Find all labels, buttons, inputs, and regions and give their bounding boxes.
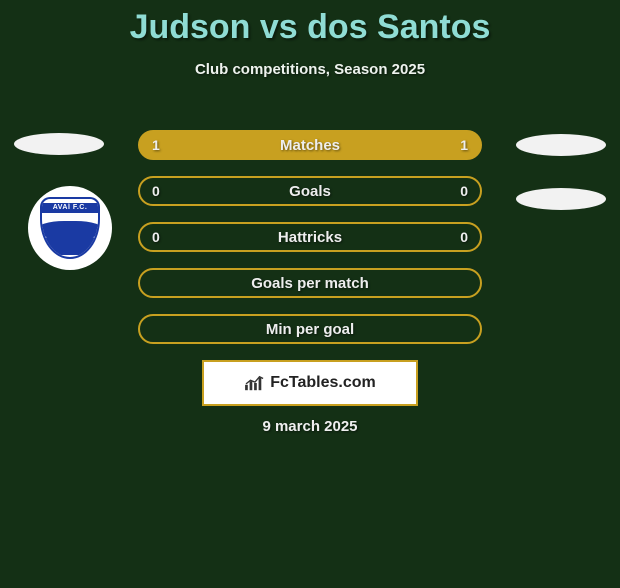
row-value-left: 0 [152,183,160,199]
club-logo-text: AVAÍ F.C. [42,203,98,213]
row-goals-per-match: Goals per match [138,268,482,298]
row-value-left: 1 [152,137,160,153]
player-right-marker-2 [516,188,606,210]
bar-chart-icon [244,374,266,392]
row-min-per-goal: Min per goal [138,314,482,344]
row-value-right: 0 [460,183,468,199]
date-label: 9 march 2025 [0,418,620,435]
player-left-marker [14,133,104,155]
row-value-right: 1 [460,137,468,153]
row-label: Min per goal [266,321,354,338]
stats-rows: 1 Matches 1 0 Goals 0 0 Hattricks 0 Goal… [138,130,482,360]
row-label: Goals [289,183,331,200]
row-matches: 1 Matches 1 [138,130,482,160]
player-right-marker-1 [516,134,606,156]
row-goals: 0 Goals 0 [138,176,482,206]
row-label: Goals per match [251,275,369,292]
page-title: Judson vs dos Santos [0,8,620,47]
row-label: Hattricks [278,229,342,246]
brand-text: FcTables.com [270,374,376,392]
row-value-right: 0 [460,229,468,245]
row-label: Matches [280,137,340,154]
row-value-left: 0 [152,229,160,245]
club-logo: AVAÍ F.C. [28,186,112,270]
brand-box[interactable]: FcTables.com [202,360,418,406]
row-hattricks: 0 Hattricks 0 [138,222,482,252]
subtitle: Club competitions, Season 2025 [0,61,620,78]
